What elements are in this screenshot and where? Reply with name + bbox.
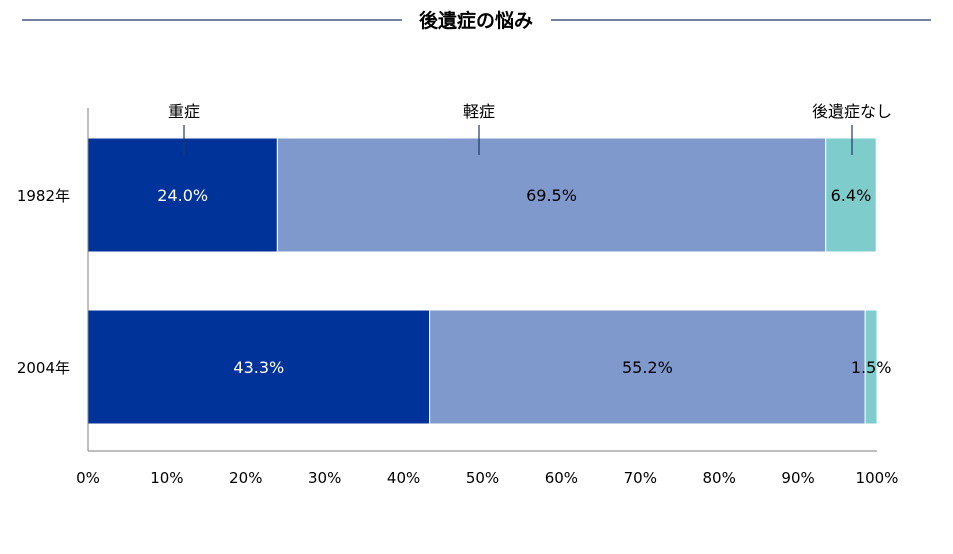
x-tick-label: 20% [229,469,262,487]
y-tick-label: 2004年 [17,359,70,377]
y-axis: 1982年 2004年 [17,108,89,451]
series-name-label: 後遺症なし [812,102,892,121]
x-tick-label: 70% [624,469,657,487]
x-tick-label: 50% [466,469,499,487]
data-label: 6.4% [831,186,872,205]
x-tick-label: 80% [703,469,736,487]
x-tick-label: 40% [387,469,420,487]
bars-layer [87,137,878,425]
series-name-label: 軽症 [463,102,495,121]
bar-segment-2-1 [276,137,827,253]
data-label: 69.5% [526,186,577,205]
data-label: 55.2% [622,358,673,377]
bar-segment-3-2 [864,309,878,425]
x-tick-label: 90% [781,469,814,487]
x-tick-label: 100% [856,469,899,487]
series-name-label: 重症 [168,102,200,121]
data-label: 43.3% [233,358,284,377]
x-tick-label: 10% [150,469,183,487]
chart-title: 後遺症の悩み [419,9,533,32]
data-label: 1.5% [851,358,892,377]
series-callouts-layer: 重症 軽症 後遺症なし [168,102,892,155]
data-label: 24.0% [157,186,208,205]
x-tick-label: 30% [308,469,341,487]
x-axis: 0% 10% 20% 30% 40% 50% 60% 70% 80% 90% 100% [76,450,899,487]
x-tick-label: 0% [76,469,100,487]
x-tick-label: 60% [545,469,578,487]
bar-labels-layer: 24.0% 69.5% 6.4% 43.3% 55.2% 1.5% [157,186,891,377]
bar-segment-3-1 [825,137,877,253]
y-tick-label: 1982年 [17,187,70,205]
bar-segment-1-2 [87,309,431,425]
